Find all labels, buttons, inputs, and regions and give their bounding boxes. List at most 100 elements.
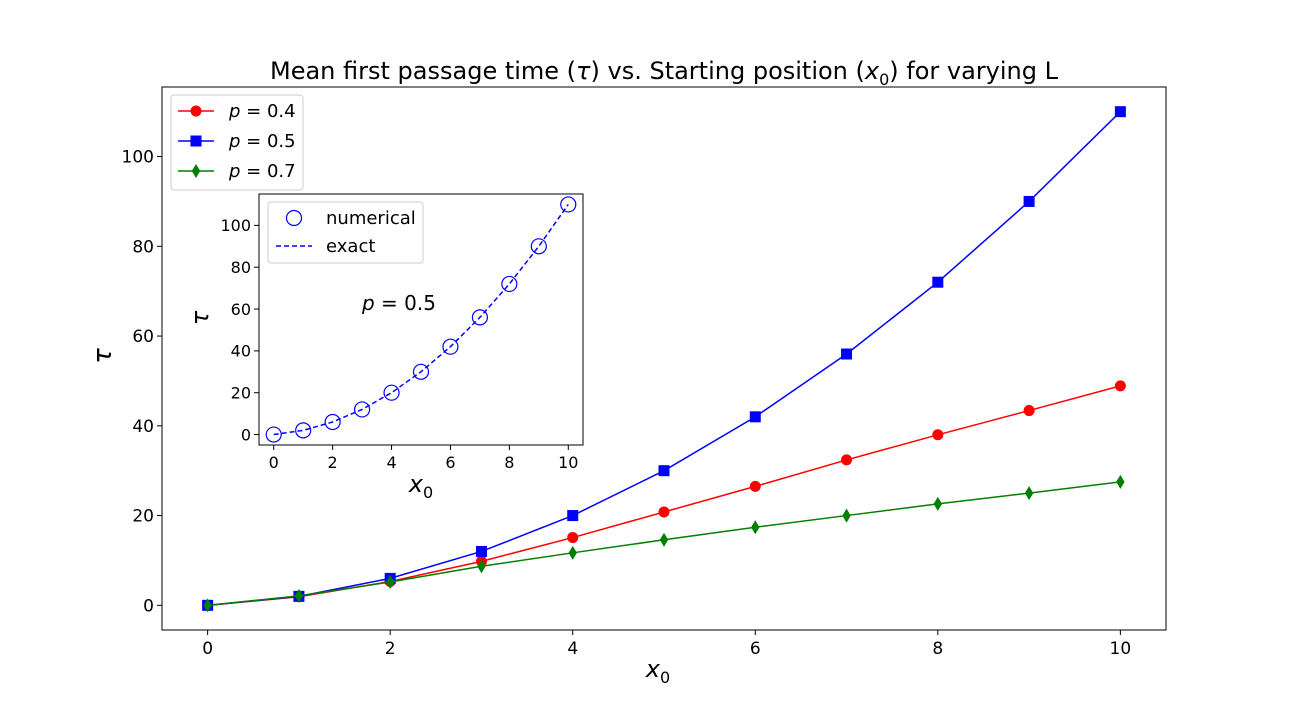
main-x-tick-label: 2 <box>385 639 396 659</box>
inset-series <box>265 196 577 443</box>
inset-x-tick-label: 4 <box>386 453 396 472</box>
main-legend-box <box>170 94 304 191</box>
data-point-p07 <box>1024 486 1034 501</box>
inset-x-label-sub: 0 <box>423 483 433 502</box>
inset-x-label-x: x <box>408 470 424 498</box>
chart-title: Mean first passage time (τ) vs. Starting… <box>270 57 1059 89</box>
inset-numerical-point <box>501 275 518 293</box>
inset-exact-line <box>273 204 569 436</box>
main-y-tick-label: 0 <box>143 596 154 616</box>
data-point-p04 <box>841 454 853 466</box>
inset-numerical-point <box>295 422 312 439</box>
title-tau: τ <box>576 57 591 85</box>
main-x-axis-label: x0 <box>645 655 670 687</box>
inset-y-axis-label: τ <box>186 310 214 325</box>
inset-numerical-point <box>265 426 282 443</box>
legend-label-p05: p = 0.5 <box>228 131 296 152</box>
main-y-tick-label: 20 <box>132 507 154 527</box>
data-point-p04 <box>1023 405 1035 417</box>
legend-label-p07: p = 0.7 <box>228 161 296 182</box>
inset-y-tick-label: 0 <box>241 425 251 444</box>
legend-label-value: = 0.7 <box>240 161 295 182</box>
data-point-p07 <box>294 588 304 603</box>
inset-legend-label-numerical: numerical <box>326 208 416 229</box>
data-point-p04 <box>567 532 579 544</box>
main-legend-items: p = 0.4p = 0.5p = 0.7 <box>178 101 296 182</box>
legend-label-value: = 0.5 <box>240 131 295 152</box>
data-point-p04 <box>749 480 761 492</box>
main-y-tick-label: 80 <box>132 237 154 257</box>
data-point-p05 <box>475 545 487 557</box>
inset-x-tick-label: 10 <box>558 453 578 472</box>
data-point-p07 <box>568 545 577 560</box>
main-series <box>202 106 1126 613</box>
data-point-p05 <box>1023 195 1035 207</box>
inset-legend: numerical exact <box>267 201 424 264</box>
inset-y-tick-label: 60 <box>231 300 251 319</box>
inset-numerical-point <box>324 413 341 431</box>
data-point-p07 <box>385 574 395 589</box>
legend-label-p: p <box>228 101 240 122</box>
inset-numerical-point <box>560 196 577 213</box>
main-x-label-x: x <box>645 655 661 683</box>
legend-marker-p04 <box>190 105 202 117</box>
data-point-p07 <box>477 559 486 574</box>
legend-label-p: p <box>228 161 240 182</box>
main-y-tick-label: 100 <box>122 148 154 168</box>
inset-y-tick-label: 100 <box>220 216 251 235</box>
data-point-p07 <box>659 532 669 547</box>
title-part-2: ) vs. Starting position ( <box>591 57 865 85</box>
main-y-axis-label: τ <box>88 348 118 364</box>
inset-x-axis-label: x0 <box>408 470 433 502</box>
legend-label-p: p <box>228 131 240 152</box>
title-part-1: Mean first passage time ( <box>270 57 576 85</box>
main-x-tick-label: 4 <box>567 639 578 659</box>
main-x-tick-label: 6 <box>750 639 761 659</box>
main-legend: p = 0.4p = 0.5p = 0.7 <box>170 94 304 191</box>
data-point-p07 <box>1116 474 1125 489</box>
data-point-p05 <box>749 411 761 423</box>
inset-annotation: p = 0.5 <box>361 291 436 315</box>
main-x-tick-label: 0 <box>202 639 213 659</box>
inset-y-tick-label: 40 <box>231 342 251 361</box>
data-point-p05 <box>567 510 579 522</box>
inset-x-tick-label: 8 <box>504 453 514 472</box>
legend-marker-p05 <box>190 135 202 147</box>
inset-x-tick-label: 6 <box>445 453 455 472</box>
title-sub: 0 <box>879 70 889 89</box>
inset-numerical-point <box>530 238 547 255</box>
title-part-3: ) for varying L <box>889 57 1058 85</box>
main-y-tick-label: 60 <box>132 327 154 347</box>
inset-legend-label-exact: exact <box>326 236 375 257</box>
inset-legend-marker-numerical <box>285 209 303 227</box>
main-x-tick-label: 8 <box>932 639 943 659</box>
data-point-p04 <box>932 429 944 441</box>
main-x-label-sub: 0 <box>660 668 670 687</box>
data-point-p07 <box>751 520 760 535</box>
inset-y-tick-label: 80 <box>231 258 251 277</box>
legend-label-p04: p = 0.4 <box>228 101 296 122</box>
data-point-p07 <box>933 496 943 511</box>
inset-numerical-point <box>471 309 489 326</box>
main-axes-frame <box>161 86 1167 631</box>
main-y-tick-label: 40 <box>132 417 154 437</box>
legend-marker-p07 <box>191 164 201 178</box>
inset-numerical-point <box>412 363 430 380</box>
inset-y-tick-label: 20 <box>231 383 251 402</box>
inset-numerical-point <box>353 401 371 418</box>
inset-legend-box <box>267 201 424 264</box>
main-x-tick-label: 10 <box>1110 639 1132 659</box>
data-point-p05 <box>658 465 670 477</box>
inset-annotation-p: p <box>361 291 375 315</box>
inset-x-tick-label: 0 <box>269 453 279 472</box>
data-point-p07 <box>203 598 212 613</box>
inset-numerical-point <box>383 384 400 401</box>
data-point-p05 <box>932 276 944 288</box>
legend-label-value: = 0.4 <box>240 101 295 122</box>
inset-numerical-point <box>442 338 459 355</box>
data-point-p04 <box>1114 380 1126 392</box>
